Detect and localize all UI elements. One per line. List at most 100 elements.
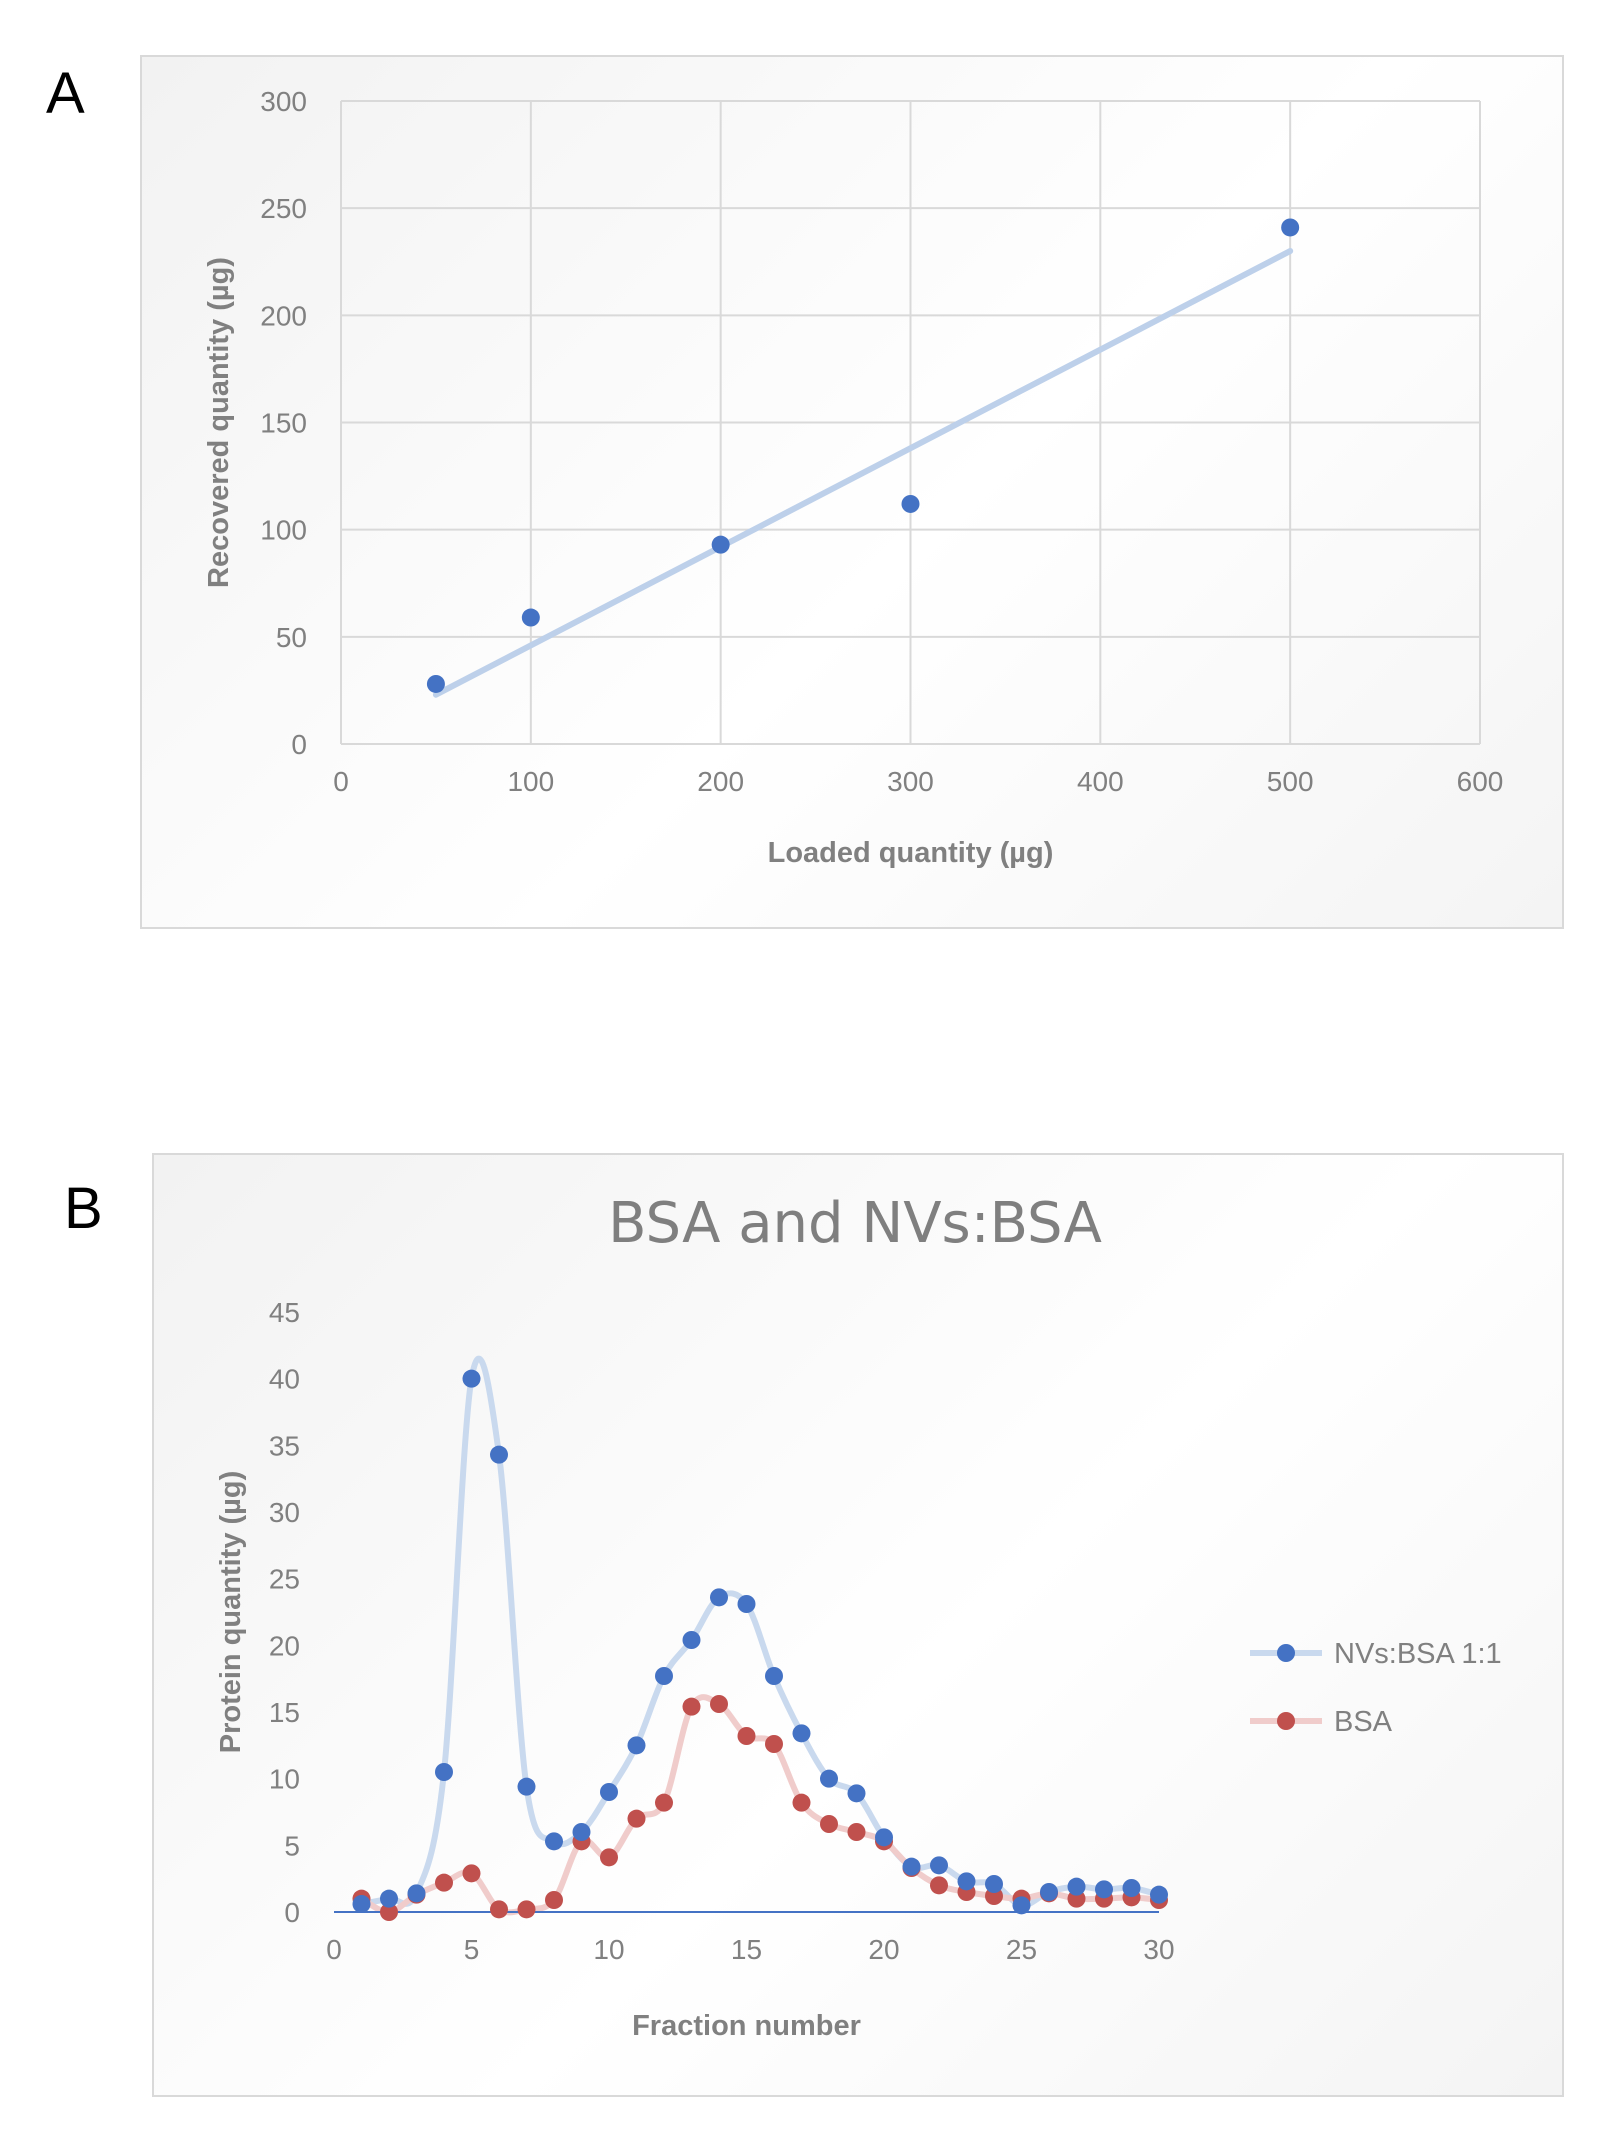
chart-b-data-point-1 (737, 1727, 756, 1745)
chart-a-y-tick-label: 100 (260, 515, 307, 546)
chart-a-y-tick-label: 50 (276, 622, 307, 653)
chart-b-data-point-0 (847, 1784, 866, 1803)
chart-b-title: BSA and NVs:BSA (608, 1191, 1102, 1256)
chart-b-data-point-0 (600, 1783, 618, 1801)
chart-b-data-point-0 (435, 1763, 453, 1781)
chart-b-data-point-0 (1122, 1879, 1141, 1897)
chart-b-data-point-1 (792, 1793, 811, 1812)
chart-a-x-tick-label: 200 (697, 766, 744, 797)
chart-b-y-tick-label: 15 (269, 1697, 300, 1728)
chart-b-data-point-0 (985, 1875, 1003, 1893)
chart-b-data-point-0 (490, 1445, 508, 1464)
chart-b-data-point-1 (765, 1735, 783, 1753)
chart-b-data-point-0 (627, 1736, 646, 1755)
chart-a-x-tick-label: 400 (1077, 766, 1124, 797)
chart-b-y-tick-label: 30 (269, 1497, 300, 1528)
panel-label-b: B (64, 1176, 103, 1241)
chart-b-data-point-0 (407, 1884, 426, 1903)
chart-b-y-tick-label: 20 (269, 1630, 300, 1661)
chart-a-x-tick-label: 300 (887, 766, 934, 797)
chart-b-data-point-0 (1150, 1885, 1168, 1904)
chart-a-data-point (426, 674, 445, 693)
chart-b-data-point-1 (847, 1823, 866, 1841)
chart-b-data-point-1 (682, 1697, 701, 1716)
chart-a-x-tick-label: 0 (333, 766, 349, 797)
chart-b-data-point-0 (380, 1889, 398, 1908)
chart-b-data-point-1 (490, 1900, 508, 1919)
chart-b-y-tick-label: 0 (284, 1897, 300, 1928)
chart-b-data-point-1 (820, 1815, 838, 1833)
chart-b-data-point-1 (380, 1903, 398, 1921)
chart-a-x-axis-title: Loaded quantity (µg) (768, 837, 1054, 869)
chart-b-data-point-0 (820, 1769, 838, 1788)
chart-b-data-point-0 (462, 1369, 481, 1388)
chart-b-data-point-0 (1012, 1896, 1031, 1915)
chart-b-data-point-0 (1095, 1880, 1113, 1899)
chart-b-data-point-0 (517, 1777, 536, 1796)
chart-b-y-tick-label: 25 (269, 1564, 300, 1595)
chart-b-data-point-1 (655, 1793, 673, 1812)
chart-a-x-tick-label: 100 (507, 766, 554, 797)
chart-b-data-point-1 (545, 1891, 563, 1909)
chart-b-y-tick-label: 40 (269, 1364, 300, 1395)
chart-a-y-tick-label: 250 (260, 193, 307, 224)
chart-b-data-point-0 (352, 1895, 371, 1913)
chart-b-y-tick-label: 35 (269, 1430, 300, 1461)
chart-b-data-point-0 (792, 1724, 811, 1743)
chart-a-y-tick-label: 0 (291, 729, 307, 760)
chart-b-legend-swatch-marker (1277, 1644, 1295, 1662)
chart-b-data-point-1 (435, 1873, 453, 1892)
chart-a-y-tick-label: 150 (260, 408, 307, 439)
chart-b-data-point-0 (765, 1667, 783, 1685)
chart-b-x-axis-title: Fraction number (632, 2010, 861, 2042)
chart-a-y-axis-title: Recovered quantity (µg) (203, 257, 235, 588)
chart-b-data-point-0 (930, 1856, 948, 1875)
chart-b-x-tick-label: 20 (868, 1934, 899, 1965)
chart-a-data-point (1281, 218, 1300, 237)
chart-b-data-point-0 (957, 1872, 976, 1891)
chart-b-y-tick-label: 45 (269, 1297, 300, 1328)
chart-b-data-point-1 (600, 1848, 618, 1867)
chart-b-data-point-0 (710, 1588, 728, 1607)
chart-a-data-point (521, 608, 540, 627)
chart-b-y-tick-label: 10 (269, 1764, 300, 1795)
chart-a-x-tick-label: 600 (1457, 766, 1504, 797)
chart-b-data-point-1 (930, 1876, 948, 1895)
chart-b-data-point-0 (737, 1595, 756, 1613)
chart-b-data-point-1 (462, 1864, 481, 1883)
chart-a-x-tick-label: 500 (1267, 766, 1314, 797)
chart-b-data-point-0 (572, 1823, 591, 1841)
chart-b-legend-label: NVs:BSA 1:1 (1334, 1638, 1502, 1670)
chart-b-data-point-0 (1040, 1883, 1058, 1901)
chart-a-area (140, 55, 1564, 929)
chart-b-data-point-0 (545, 1832, 563, 1851)
chart-b-y-tick-label: 5 (284, 1830, 300, 1861)
chart-b-series-line-1 (358, 1694, 1162, 1916)
chart-b-data-point-1 (517, 1900, 536, 1919)
chart-b-data-point-1 (627, 1809, 646, 1828)
chart-b-data-point-0 (875, 1828, 893, 1847)
chart-b-legend-label: BSA (1334, 1706, 1393, 1738)
chart-b-data-point-0 (902, 1857, 921, 1876)
chart-b-x-tick-label: 25 (1006, 1934, 1037, 1965)
chart-a-y-tick-label: 300 (260, 86, 307, 117)
chart-b-data-point-0 (1067, 1877, 1086, 1896)
panel-label-a: A (46, 61, 85, 126)
chart-b-x-tick-label: 30 (1143, 1934, 1174, 1965)
chart-b-data-point-1 (710, 1695, 728, 1713)
chart-b-data-point-0 (655, 1667, 673, 1685)
chart-b-legend-swatch-marker (1277, 1712, 1295, 1730)
chart-b-data-point-0 (682, 1631, 701, 1649)
chart-b-series-line-0 (358, 1355, 1162, 1909)
chart-b-y-axis-title: Protein quantity (µg) (215, 1471, 247, 1754)
chart-b-x-tick-label: 0 (326, 1934, 342, 1965)
chart-b-x-tick-label: 15 (731, 1934, 762, 1965)
chart-b-x-tick-label: 5 (464, 1934, 480, 1965)
chart-b-x-tick-label: 10 (593, 1934, 624, 1965)
chart-b-area (152, 1153, 1564, 2097)
chart-a-trendline (432, 248, 1294, 698)
chart-a-data-point (901, 494, 920, 513)
chart-a-data-point (711, 535, 730, 554)
chart-a-y-tick-label: 200 (260, 300, 307, 331)
